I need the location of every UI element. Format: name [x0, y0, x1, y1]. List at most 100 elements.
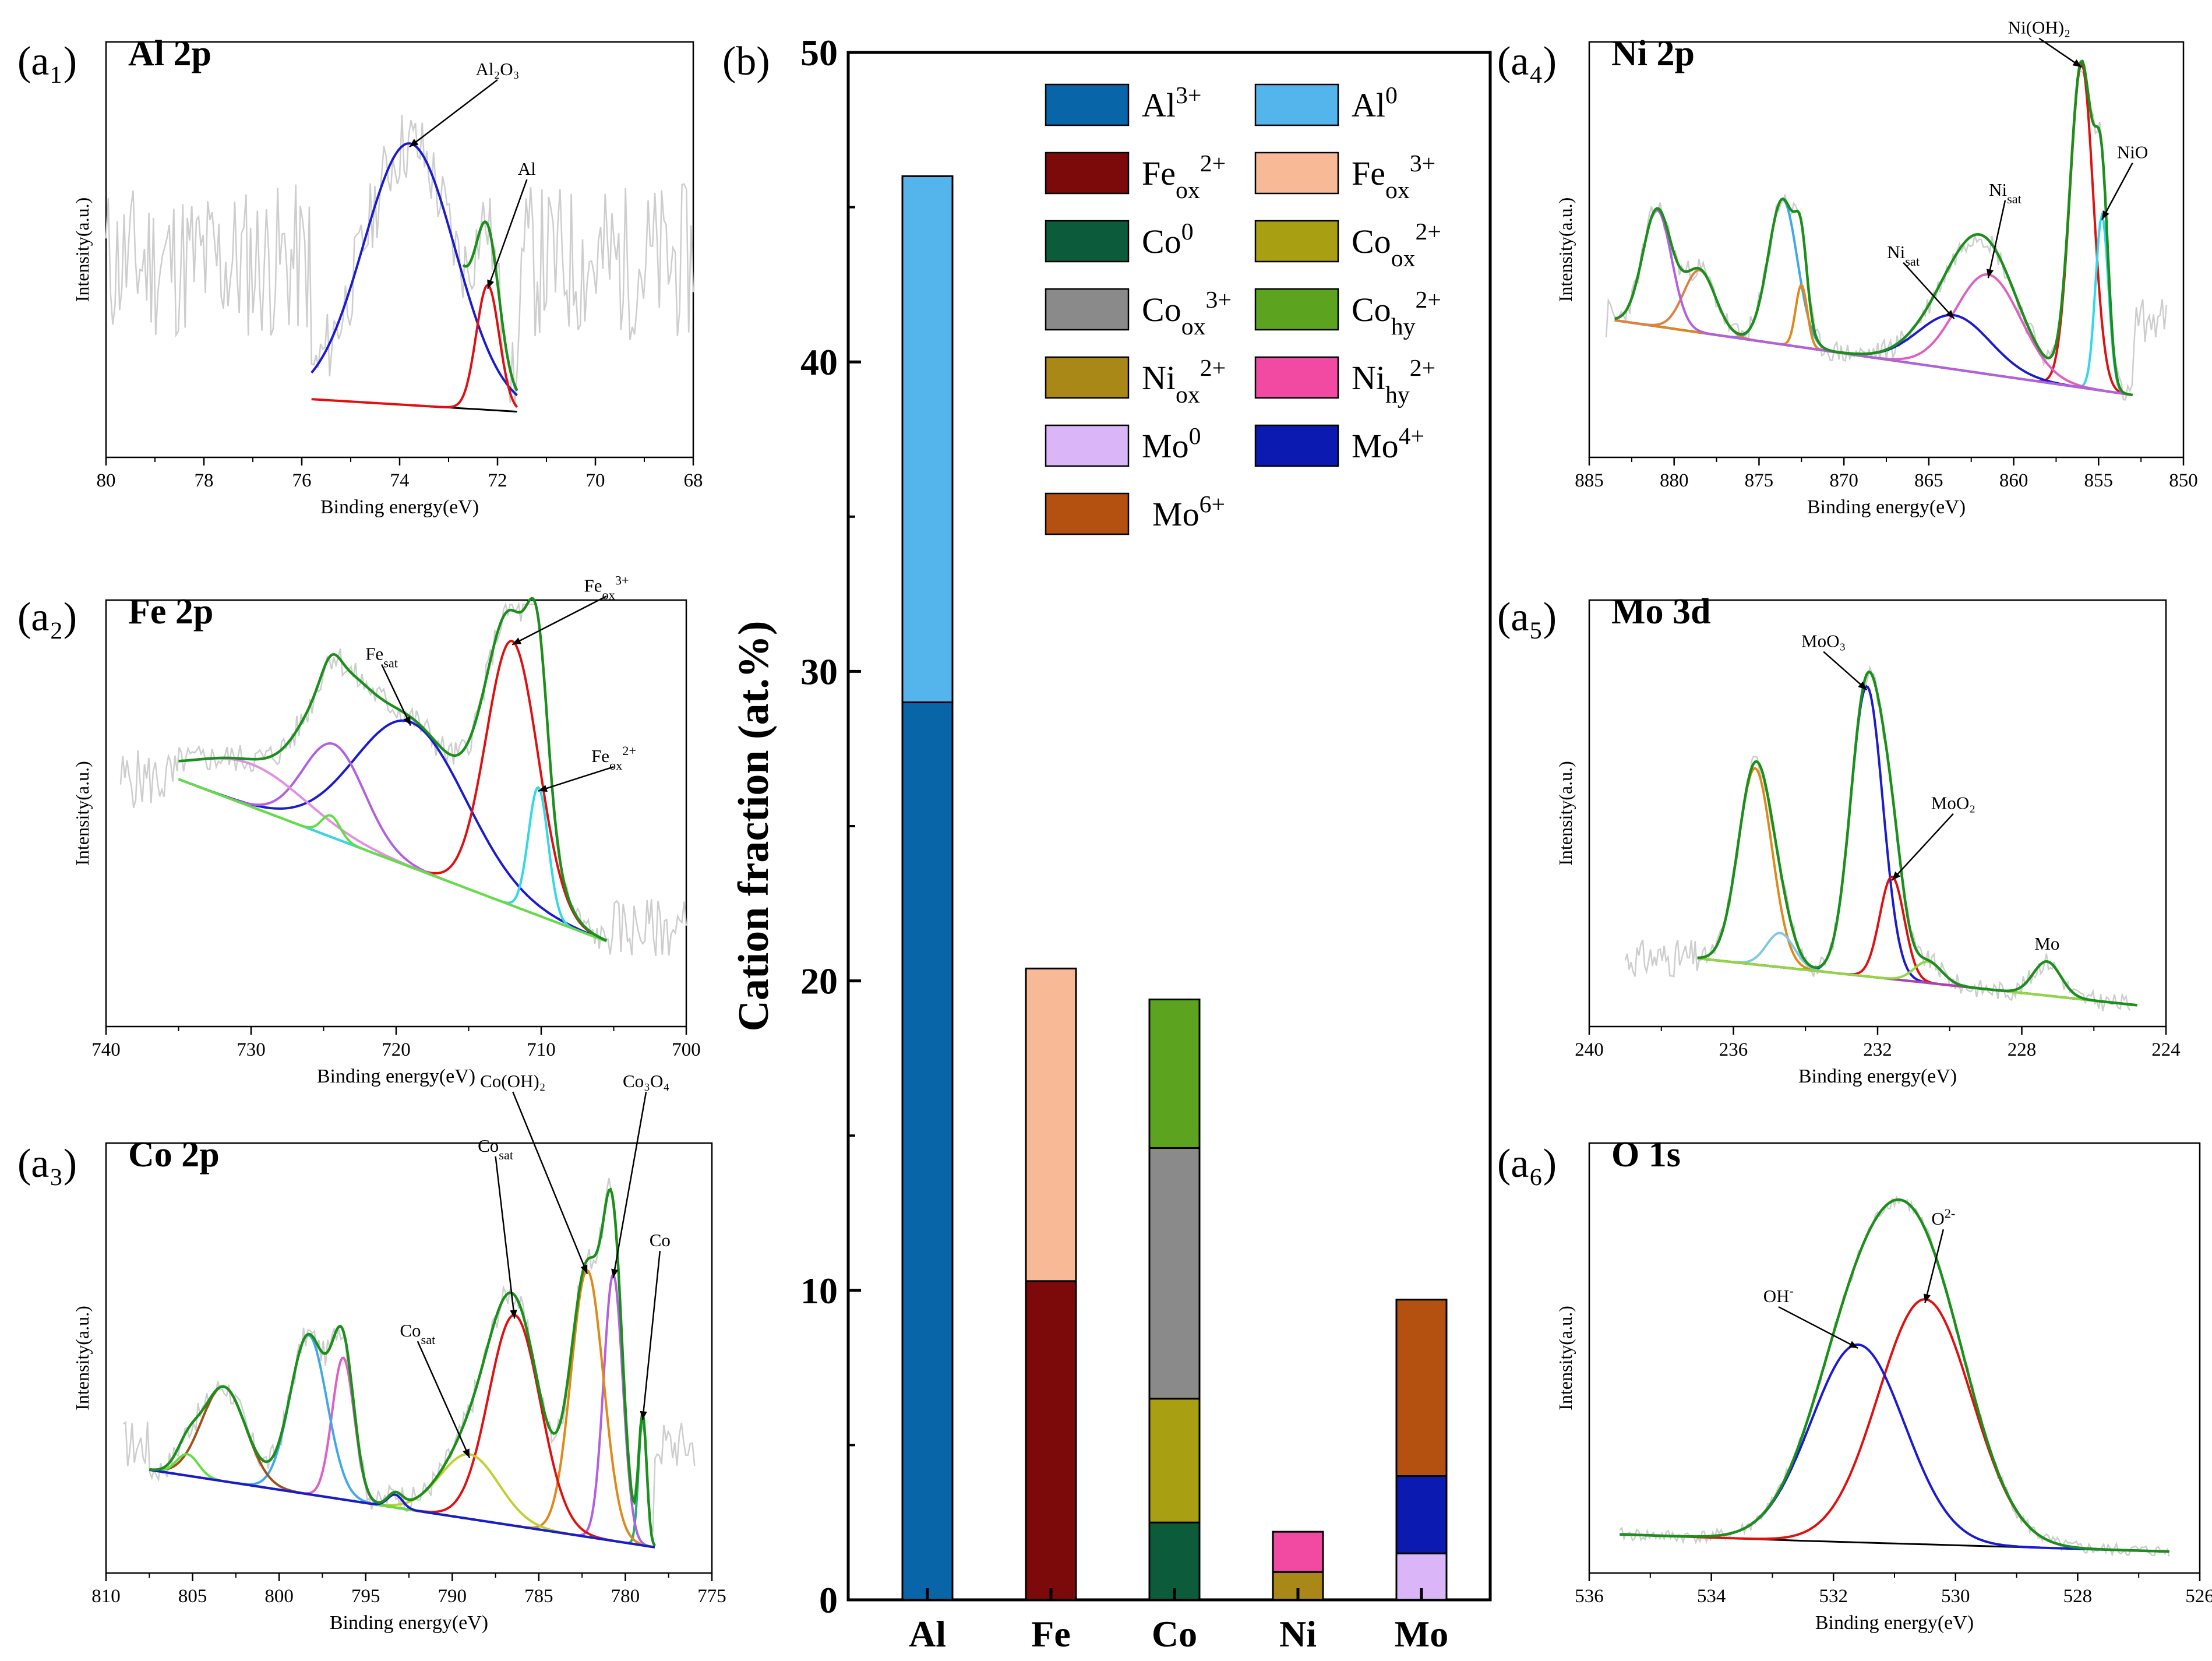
- x-tick-label: 232: [1863, 1039, 1892, 1060]
- y-axis-label: Cation fraction (at.%): [730, 621, 778, 1032]
- y-tick-label: 0: [819, 1579, 838, 1621]
- annotation-arrowhead: [487, 279, 495, 289]
- y-axis-label: Intensity(a.u.): [72, 198, 93, 302]
- x-axis-label: Binding energy(eV): [1807, 496, 1966, 518]
- bar-segment-feox3: [1025, 967, 1077, 1282]
- annotation-arrow: [2101, 163, 2133, 220]
- xps-panel-a2: Fesat Feox3+ Feox2+ 740 730 720 710 700 Binding …: [72, 573, 701, 1087]
- annotation-arrowhead: [409, 139, 419, 147]
- legend-swatch-niox2: [1045, 356, 1130, 399]
- legend-swatch-al3: [1045, 83, 1130, 126]
- peak-annotation: Cosat: [478, 1135, 514, 1162]
- x-tick-label: 78: [195, 470, 214, 491]
- x-tick-label: 530: [1941, 1586, 1970, 1607]
- x-tick-label: 805: [178, 1586, 207, 1607]
- peak-annotation: OH-: [1763, 1283, 1794, 1307]
- legend-label-cohy2: Cohy2+: [1352, 287, 1441, 340]
- legend-swatch-coox2: [1254, 220, 1339, 263]
- y-axis-label: Intensity(a.u.): [72, 1306, 93, 1410]
- annotation-arrowhead: [403, 716, 411, 726]
- x-tick-label: 790: [438, 1586, 467, 1607]
- x-tick-label-al: Al: [909, 1613, 946, 1655]
- annotation-arrow: [511, 595, 607, 646]
- x-tick-label: 80: [97, 470, 116, 491]
- x-tick-label: 810: [91, 1586, 121, 1607]
- peak-annotation: Cosat: [400, 1320, 436, 1347]
- annotation-arrowhead: [463, 1448, 470, 1458]
- peak-annotation: Co₃O₄: [623, 1071, 669, 1091]
- y-axis-label: Intensity(a.u.): [1555, 198, 1576, 302]
- panel-label-b: (b): [722, 39, 770, 84]
- x-tick-label: 532: [1819, 1586, 1848, 1607]
- fit-envelope: [1614, 59, 2133, 397]
- annotation-arrowhead: [611, 1268, 619, 1278]
- x-tick-label: 885: [1575, 470, 1604, 491]
- annotation-arrowhead: [580, 1264, 588, 1274]
- bar-segment-cohy2: [1148, 998, 1201, 1149]
- fit-peak-p793: [149, 1468, 655, 1549]
- x-axis-label: Binding energy(eV): [1798, 1066, 1957, 1087]
- legend-label-coox3: Coox3+: [1142, 287, 1232, 340]
- fit-envelope: [1697, 670, 2137, 1007]
- annotation-arrow: [417, 1341, 471, 1458]
- fit-peak-small: [178, 778, 607, 943]
- x-tick-label-mo: Mo: [1395, 1613, 1448, 1655]
- y-axis-label: Intensity(a.u.): [72, 761, 93, 866]
- y-tick-label: 50: [800, 32, 838, 73]
- legend-label-feox2: Feox2+: [1142, 150, 1226, 204]
- x-axis-label: Binding energy(eV): [317, 1066, 475, 1087]
- x-axis-label: Binding energy(eV): [320, 496, 479, 518]
- annotation-arrowhead: [538, 785, 548, 792]
- annotation-arrowhead: [1848, 1341, 1858, 1348]
- annotation-arrowhead: [1946, 310, 1955, 319]
- peak-annotation: Nisat: [1989, 179, 2022, 206]
- x-tick-label: 800: [264, 1586, 294, 1607]
- annotation-arrowhead: [512, 637, 522, 645]
- legend-label-niox2: Niox2+: [1142, 355, 1226, 408]
- annotation-arrowhead: [2102, 210, 2109, 220]
- raw-spectrum: [119, 601, 687, 956]
- annotation-arrow: [512, 1091, 588, 1274]
- x-tick-label: 795: [351, 1586, 380, 1607]
- legend-label-al3: Al3+: [1142, 82, 1201, 124]
- x-tick-label: 860: [1999, 470, 2028, 491]
- legend-label-coox2: Coox2+: [1352, 218, 1441, 272]
- annotation-arrowhead: [1923, 1293, 1931, 1303]
- legend-swatch-nihy2: [1254, 356, 1339, 399]
- legend-swatch-coox3: [1045, 288, 1130, 331]
- fit-peak-p230: [1697, 957, 2137, 1007]
- legend-label-al0: Al0: [1352, 82, 1398, 124]
- bar-segment-mo6: [1395, 1299, 1448, 1477]
- annotation-arrow: [495, 1156, 516, 1319]
- x-tick-label: 240: [1575, 1039, 1604, 1060]
- raw-spectrum: [105, 114, 694, 407]
- x-tick-label: 228: [2008, 1039, 2037, 1060]
- x-tick-label: 710: [527, 1039, 556, 1060]
- legend-label-nihy2: Nihy2+: [1352, 355, 1435, 408]
- peak-annotation: Feox2+: [591, 743, 636, 773]
- panel-title: O 1s: [1611, 1135, 1681, 1175]
- legend-swatch-feox2: [1045, 151, 1130, 195]
- peak-annotation: NiO: [2117, 142, 2148, 163]
- xps-panel-a1: Al₂O₃ Al 80 78 76 74 72 70 68 Binding energy(eV) I…: [72, 34, 703, 518]
- x-tick-label: 740: [91, 1039, 121, 1060]
- annotation-arrow: [487, 179, 528, 290]
- x-tick-label: 72: [488, 470, 507, 491]
- annotation-arrowhead: [1858, 681, 1867, 690]
- panel-label-a6: (a₆): [1497, 1141, 1557, 1186]
- panel-title: Ni 2p: [1611, 34, 1695, 73]
- panel-label-a1: (a₁): [17, 39, 77, 84]
- xps-panel-a3: Co Co₃O₄ Co(OH)₂ Cosat Cosat 810 805 800 795 790 7…: [72, 1071, 726, 1634]
- x-tick-label: 68: [684, 470, 703, 491]
- annotation-arrowhead: [1892, 871, 1901, 880]
- panel-label-a3: (a₃): [17, 1141, 77, 1186]
- annotation-arrow: [1823, 651, 1868, 691]
- annotation-arrow: [1987, 200, 2006, 278]
- panel-title: Mo 3d: [1611, 592, 1711, 632]
- bar-chart-b: 0 10 20 30 40 50 Cation fraction (at.%) Al Fe Co N…: [730, 32, 1492, 1655]
- bar-segment-feox2: [1025, 1280, 1077, 1601]
- xps-panel-a6: O2- OH- 536 534 532 530 528 526 Binding energy(e…: [1555, 1135, 2212, 1634]
- peak-annotation: Ni(OH)₂: [2008, 17, 2070, 38]
